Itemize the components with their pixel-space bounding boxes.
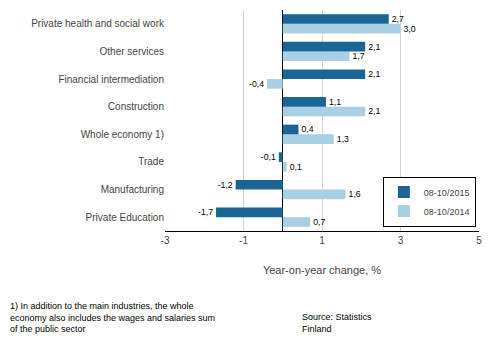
svg-text:Whole economy 1): Whole economy 1) [81,129,164,140]
svg-text:1) In addition to the main ind: 1) In addition to the main industries, t… [10,301,215,334]
svg-text:Source: StatisticsFinland: Source: StatisticsFinland [302,312,372,334]
svg-text:1,1: 1,1 [329,97,341,107]
svg-text:-0,1: -0,1 [261,152,276,162]
svg-text:0,7: 0,7 [313,217,325,227]
svg-text:-1,7: -1,7 [198,207,213,217]
svg-text:08-10/2014: 08-10/2014 [424,207,470,217]
svg-text:2,1: 2,1 [368,106,380,116]
svg-text:-1: -1 [239,235,248,246]
svg-text:2,7: 2,7 [392,14,404,24]
svg-text:1: 1 [319,235,325,246]
svg-text:1,6: 1,6 [349,189,361,199]
svg-text:Year-on-year change, %: Year-on-year change, % [263,264,381,276]
svg-text:Private health and social work: Private health and social work [31,18,165,29]
svg-text:Construction: Construction [108,101,164,112]
svg-text:Private Education: Private Education [86,212,164,223]
svg-text:08-10/2015: 08-10/2015 [424,188,470,198]
svg-text:3: 3 [398,235,404,246]
svg-text:Financial intermediation: Financial intermediation [58,74,164,85]
svg-text:Trade: Trade [138,156,164,167]
svg-text:1,3: 1,3 [337,134,349,144]
svg-text:-0,4: -0,4 [249,79,264,89]
svg-text:2,1: 2,1 [368,69,380,79]
svg-text:2,1: 2,1 [368,42,380,52]
svg-text:Other services: Other services [100,46,164,57]
svg-text:Manufacturing: Manufacturing [101,184,164,195]
svg-text:5: 5 [476,235,482,246]
svg-text:0,4: 0,4 [301,124,313,134]
svg-text:1,7: 1,7 [352,51,364,61]
svg-text:-1,2: -1,2 [218,180,233,190]
svg-text:3,0: 3,0 [404,24,416,34]
svg-text:0,1: 0,1 [290,162,302,172]
svg-text:-3: -3 [161,235,170,246]
